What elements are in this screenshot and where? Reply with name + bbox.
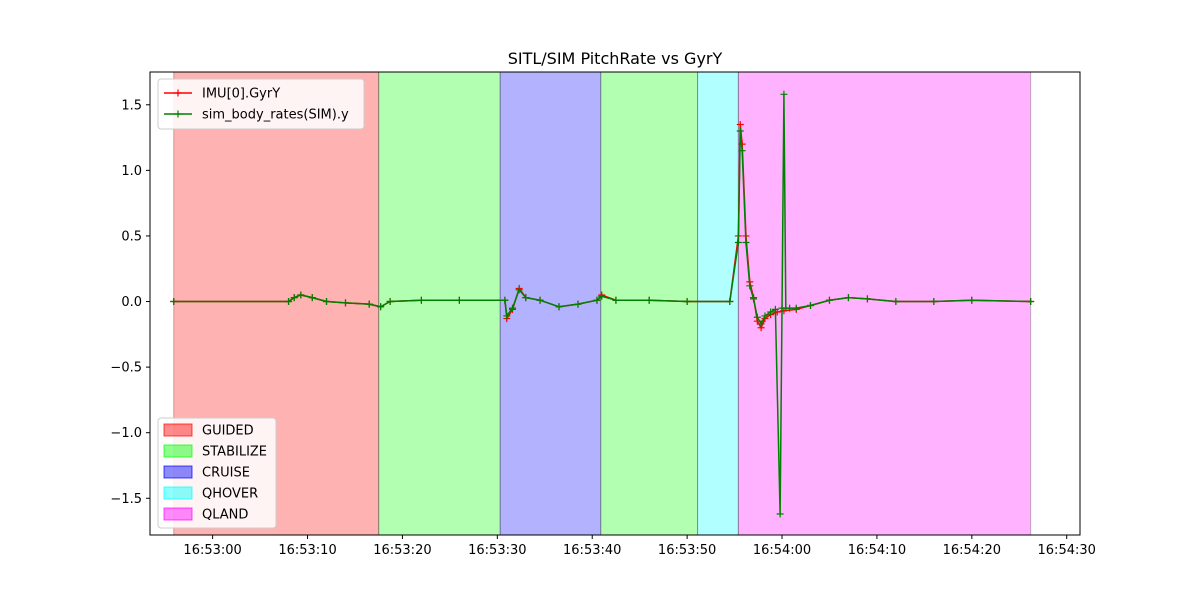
- x-tick-label: 16:54:20: [943, 543, 1001, 558]
- x-tick-label: 16:53:10: [278, 543, 336, 558]
- modes-legend: GUIDED STABILIZE CRUISE QHOVER QLAND: [157, 417, 277, 529]
- data-point: [892, 298, 900, 306]
- series-legend: IMU[0].GyrY sim_body_rates(SIM).y: [157, 78, 365, 130]
- data-point: [574, 300, 582, 308]
- data-point: [365, 300, 373, 308]
- series-lines: [170, 90, 1035, 518]
- data-point: [509, 304, 517, 312]
- data-point: [1027, 298, 1035, 306]
- y-tick-label: 0.5: [121, 229, 142, 244]
- y-tick-label: 1.0: [121, 164, 142, 179]
- data-point: [515, 286, 523, 294]
- y-tick-label: −0.5: [110, 361, 142, 376]
- y-tick-label: −1.0: [110, 426, 142, 441]
- mode-spans: [173, 72, 1032, 535]
- data-point: [738, 147, 746, 155]
- data-point: [750, 295, 758, 303]
- series-legend-marker-0: [174, 89, 182, 97]
- data-point: [501, 296, 509, 304]
- x-tick-label: 16:53:00: [183, 543, 241, 558]
- data-point: [593, 296, 601, 304]
- data-point: [555, 303, 563, 311]
- data-point: [290, 294, 298, 302]
- data-point: [726, 298, 734, 306]
- data-point: [341, 299, 349, 307]
- data-point: [930, 298, 938, 306]
- mode-legend-label-0: GUIDED: [202, 424, 254, 439]
- mode-legend-label-3: QHOVER: [202, 487, 258, 502]
- data-point: [736, 127, 744, 135]
- mode-legend-swatch-0: [163, 423, 193, 437]
- mode-span-qhover-4: [697, 72, 739, 535]
- data-point: [377, 303, 385, 311]
- mode-legend-label-4: QLAND: [202, 508, 248, 523]
- series-legend-box: [157, 78, 365, 130]
- data-point: [308, 294, 316, 302]
- x-tick-label: 16:53:50: [658, 543, 716, 558]
- data-point: [844, 294, 852, 302]
- x-tick-label: 16:54:10: [848, 543, 906, 558]
- mode-legend-swatch-1: [163, 444, 193, 458]
- data-point: [522, 294, 530, 302]
- data-point: [455, 296, 463, 304]
- x-tick-label: 16:53:40: [563, 543, 621, 558]
- data-point: [771, 305, 779, 313]
- x-tick-label: 16:54:00: [753, 543, 811, 558]
- x-tick-label: 16:53:20: [373, 543, 431, 558]
- data-point: [536, 296, 544, 304]
- data-point: [683, 298, 691, 306]
- data-point: [863, 295, 871, 303]
- mode-legend-swatch-4: [163, 507, 193, 521]
- axes-frame: [149, 71, 1081, 536]
- data-point: [323, 298, 331, 306]
- data-point: [736, 120, 744, 128]
- data-point: [806, 301, 814, 309]
- data-point: [761, 312, 769, 320]
- x-axis-ticks: 16:53:00 16:53:10 16:53:20 16:53:30 16:53:40…: [183, 535, 1096, 558]
- y-tick-label: −1.5: [110, 492, 142, 507]
- mode-legend-label-2: CRUISE: [202, 466, 250, 481]
- x-tick-label: 16:54:30: [1038, 543, 1096, 558]
- mode-span-stabilize-1: [378, 72, 501, 535]
- mode-legend-swatch-3: [163, 486, 193, 500]
- data-point: [386, 298, 394, 306]
- data-point: [598, 292, 606, 300]
- series-1: [170, 90, 1035, 518]
- series-legend-label-1: sim_body_rates(SIM).y: [202, 108, 349, 123]
- y-tick-label: 0.0: [121, 295, 142, 310]
- data-point: [825, 296, 833, 304]
- data-point: [757, 320, 765, 328]
- y-tick-label: 1.5: [121, 98, 142, 113]
- mode-legend-swatch-2: [163, 465, 193, 479]
- x-tick-label: 16:53:30: [468, 543, 526, 558]
- data-point: [285, 298, 293, 306]
- data-point: [612, 296, 620, 304]
- data-point: [767, 308, 775, 316]
- mode-span-qland-5: [738, 72, 1031, 535]
- data-point: [776, 510, 784, 518]
- data-point: [417, 296, 425, 304]
- data-point: [792, 304, 800, 312]
- data-point: [170, 298, 178, 306]
- series-legend-label-0: IMU[0].GyrY: [202, 87, 280, 102]
- series-legend-marker-1: [174, 110, 182, 118]
- data-point: [297, 291, 305, 299]
- mode-legend-label-1: STABILIZE: [202, 445, 267, 460]
- y-axis-ticks: −1.5 −1.0 −0.5 0.0 0.5 1.0 1.5: [110, 98, 150, 507]
- data-point: [753, 313, 761, 321]
- data-point: [645, 296, 653, 304]
- data-point: [780, 90, 788, 98]
- chart-title: SITL/SIM PitchRate vs GyrY: [508, 49, 723, 68]
- data-point: [742, 239, 750, 247]
- data-point: [786, 304, 794, 312]
- data-point: [968, 296, 976, 304]
- data-point: [734, 239, 742, 247]
- data-point: [746, 282, 754, 290]
- data-point: [503, 312, 511, 320]
